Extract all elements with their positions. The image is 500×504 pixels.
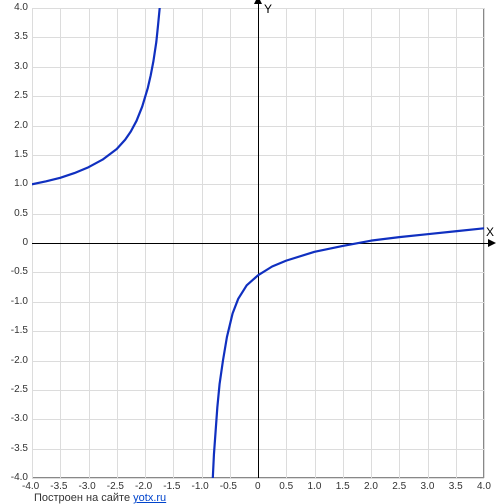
- y-tick-label: 0: [2, 237, 28, 248]
- curve-right: [213, 228, 484, 478]
- y-tick-label: -2.0: [2, 355, 28, 366]
- y-tick-label: 4.0: [2, 2, 28, 13]
- caption-text: Построен на сайте: [34, 492, 133, 504]
- y-tick-label: -0.5: [2, 266, 28, 277]
- x-tick-label: -2.0: [135, 481, 152, 492]
- y-tick-label: 1.0: [2, 178, 28, 189]
- caption: Построен на сайте yotx.ru: [34, 492, 166, 504]
- x-tick-label: 1.5: [336, 481, 350, 492]
- x-tick-label: 2.0: [364, 481, 378, 492]
- x-tick-label: -1.5: [163, 481, 180, 492]
- x-tick-label: -3.0: [79, 481, 96, 492]
- x-tick-label: 3.5: [449, 481, 463, 492]
- y-axis-label: Y: [264, 2, 272, 16]
- x-tick-label: 0.5: [279, 481, 293, 492]
- y-tick-label: 2.0: [2, 120, 28, 131]
- x-tick-label: 2.5: [392, 481, 406, 492]
- y-tick-label: 1.5: [2, 149, 28, 160]
- y-tick-label: -1.5: [2, 325, 28, 336]
- y-tick-label: -3.5: [2, 443, 28, 454]
- y-tick-label: -3.0: [2, 413, 28, 424]
- y-tick-label: 3.0: [2, 61, 28, 72]
- caption-link[interactable]: yotx.ru: [133, 492, 166, 504]
- x-tick-label: 1.0: [308, 481, 322, 492]
- y-tick-label: 3.5: [2, 31, 28, 42]
- chart-container: -4.0 -3.5 -3.0 -2.5 -2.0 -1.5 -1.0 -0.5 0 0.5 1.0 1…: [0, 0, 500, 502]
- x-tick-label: -3.5: [50, 481, 67, 492]
- y-tick-label: 2.5: [2, 90, 28, 101]
- y-tick-label: 0.5: [2, 208, 28, 219]
- curve-left: [32, 8, 160, 184]
- x-tick-label: 0: [255, 481, 261, 492]
- y-tick-label: -2.5: [2, 384, 28, 395]
- x-tick-label: 3.0: [421, 481, 435, 492]
- curve: [0, 0, 500, 502]
- x-axis-label: X: [486, 225, 494, 239]
- y-tick-label: -1.0: [2, 296, 28, 307]
- x-tick-label: -2.5: [107, 481, 124, 492]
- x-tick-label: -1.0: [192, 481, 209, 492]
- x-tick-label: 4.0: [477, 481, 491, 492]
- x-tick-label: -0.5: [220, 481, 237, 492]
- y-tick-label: -4.0: [2, 472, 28, 483]
